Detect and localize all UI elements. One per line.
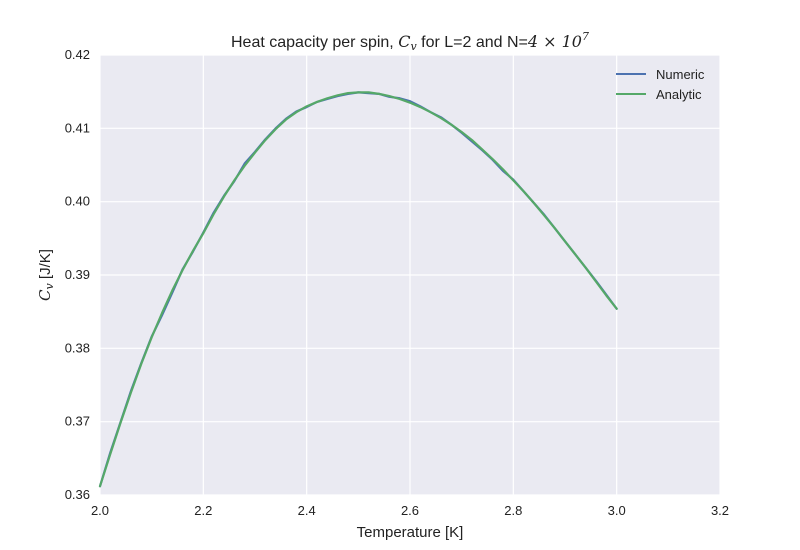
x-axis-label: Temperature [K] [357, 524, 464, 541]
chart-title: Heat capacity per spin, Cv for L=2 and N… [231, 30, 589, 53]
y-axis-label: Cv [J/K] [36, 249, 56, 301]
y-tick-label: 0.38 [65, 340, 90, 355]
y-tick-label: 0.37 [65, 414, 90, 429]
y-tick-label: 0.42 [65, 47, 90, 62]
x-tick-labels: 2.0 2.2 2.4 2.6 2.8 3.0 3.2 [91, 503, 729, 518]
y-tick-label: 0.39 [65, 267, 90, 282]
x-tick-label: 3.0 [608, 503, 626, 518]
series-layer [98, 91, 618, 488]
x-tick-label: 2.2 [194, 503, 212, 518]
legend-label-analytic: Analytic [656, 87, 702, 102]
x-tick-label: 3.2 [711, 503, 729, 518]
y-tick-labels: 0.36 0.37 0.38 0.39 0.40 0.41 0.42 [65, 47, 90, 502]
series-line-analytic [98, 91, 618, 488]
x-tick-label: 2.0 [91, 503, 109, 518]
legend-label-numeric: Numeric [656, 67, 705, 82]
y-tick-label: 0.41 [65, 120, 90, 135]
y-tick-label: 0.36 [65, 487, 90, 502]
x-tick-label: 2.4 [298, 503, 316, 518]
x-tick-label: 2.8 [504, 503, 522, 518]
legend: Numeric Analytic [616, 67, 705, 102]
x-tick-label: 2.6 [401, 503, 419, 518]
y-tick-label: 0.40 [65, 194, 90, 209]
grid-lines [99, 54, 721, 496]
